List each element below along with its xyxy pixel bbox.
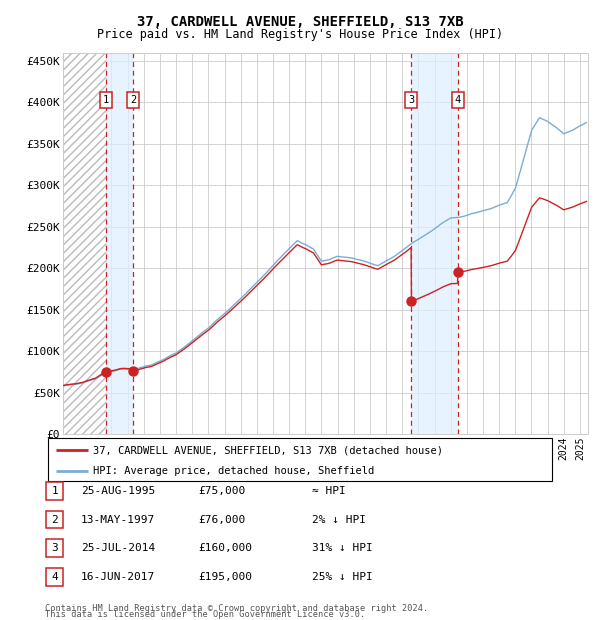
Text: 25-AUG-1995: 25-AUG-1995 — [81, 486, 155, 496]
FancyBboxPatch shape — [46, 482, 63, 500]
Text: HPI: Average price, detached house, Sheffield: HPI: Average price, detached house, Shef… — [94, 466, 374, 476]
Text: ≈ HPI: ≈ HPI — [312, 486, 346, 496]
Text: 3: 3 — [408, 95, 415, 105]
FancyBboxPatch shape — [46, 568, 63, 585]
Text: 4: 4 — [51, 572, 58, 582]
Bar — [63, 53, 106, 434]
Bar — [106, 53, 133, 434]
Text: £75,000: £75,000 — [198, 486, 245, 496]
Text: 25% ↓ HPI: 25% ↓ HPI — [312, 572, 373, 582]
Text: £76,000: £76,000 — [198, 515, 245, 525]
Text: 4: 4 — [455, 95, 461, 105]
Text: 2% ↓ HPI: 2% ↓ HPI — [312, 515, 366, 525]
Text: 13-MAY-1997: 13-MAY-1997 — [81, 515, 155, 525]
Bar — [412, 53, 458, 434]
Text: 1: 1 — [51, 486, 58, 496]
Text: 31% ↓ HPI: 31% ↓ HPI — [312, 543, 373, 553]
Text: Price paid vs. HM Land Registry's House Price Index (HPI): Price paid vs. HM Land Registry's House … — [97, 28, 503, 41]
Text: £160,000: £160,000 — [198, 543, 252, 553]
FancyBboxPatch shape — [46, 511, 63, 528]
Text: 16-JUN-2017: 16-JUN-2017 — [81, 572, 155, 582]
Text: 2: 2 — [51, 515, 58, 525]
Text: 37, CARDWELL AVENUE, SHEFFIELD, S13 7XB (detached house): 37, CARDWELL AVENUE, SHEFFIELD, S13 7XB … — [94, 445, 443, 455]
Text: 25-JUL-2014: 25-JUL-2014 — [81, 543, 155, 553]
FancyBboxPatch shape — [46, 539, 63, 557]
Text: 3: 3 — [51, 543, 58, 553]
Text: 37, CARDWELL AVENUE, SHEFFIELD, S13 7XB: 37, CARDWELL AVENUE, SHEFFIELD, S13 7XB — [137, 16, 463, 30]
Text: 2: 2 — [130, 95, 137, 105]
FancyBboxPatch shape — [48, 438, 552, 480]
Text: This data is licensed under the Open Government Licence v3.0.: This data is licensed under the Open Gov… — [45, 609, 365, 619]
Text: £195,000: £195,000 — [198, 572, 252, 582]
Text: 1: 1 — [103, 95, 109, 105]
Text: Contains HM Land Registry data © Crown copyright and database right 2024.: Contains HM Land Registry data © Crown c… — [45, 603, 428, 613]
